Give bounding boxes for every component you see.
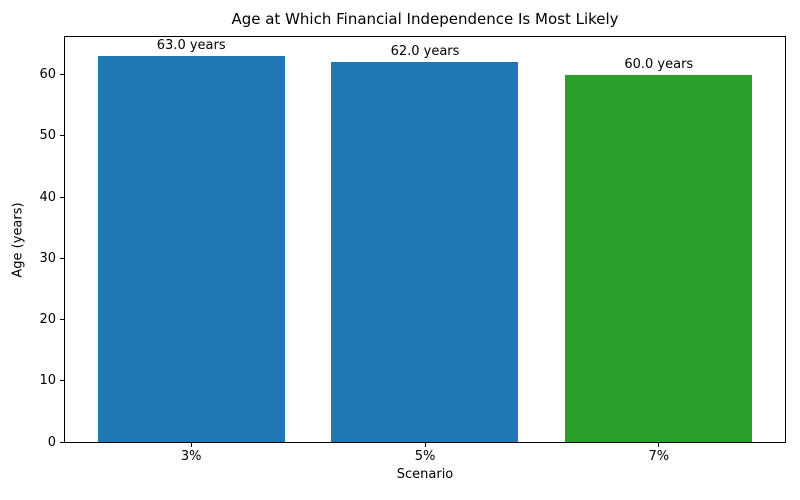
bar-3-percent	[97, 56, 285, 442]
bar-value-label: 63.0 years	[156, 38, 226, 54]
y-tick-label: 30	[39, 250, 56, 266]
bar-value-label: 62.0 years	[390, 44, 460, 60]
bar-5-percent	[331, 62, 519, 442]
y-tick-mark	[60, 196, 64, 198]
y-tick-label: 10	[39, 373, 56, 389]
y-axis-label: Age (years)	[10, 202, 26, 278]
plot-area	[64, 36, 786, 443]
y-tick-label: 50	[39, 128, 56, 144]
x-tick-label: 3%	[180, 449, 202, 464]
y-tick-label: 0	[47, 434, 56, 450]
bar-7-percent	[565, 74, 753, 442]
y-tick-label: 20	[39, 312, 56, 328]
y-tick-mark	[60, 257, 64, 259]
y-tick-mark	[60, 441, 64, 443]
x-tick-label: 7%	[648, 449, 670, 464]
bar-value-label: 60.0 years	[624, 56, 694, 72]
y-tick-label: 40	[39, 189, 56, 205]
x-tick-label: 5%	[414, 449, 436, 464]
x-tick-mark	[190, 443, 192, 447]
y-tick-mark	[60, 380, 64, 382]
x-tick-mark	[658, 443, 660, 447]
chart-title: Age at Which Financial Independence Is M…	[231, 10, 619, 28]
x-axis-label: Scenario	[396, 467, 454, 482]
y-tick-mark	[60, 135, 64, 137]
y-tick-mark	[60, 319, 64, 321]
y-tick-mark	[60, 74, 64, 76]
y-tick-label: 60	[39, 67, 56, 83]
x-tick-mark	[424, 443, 426, 447]
